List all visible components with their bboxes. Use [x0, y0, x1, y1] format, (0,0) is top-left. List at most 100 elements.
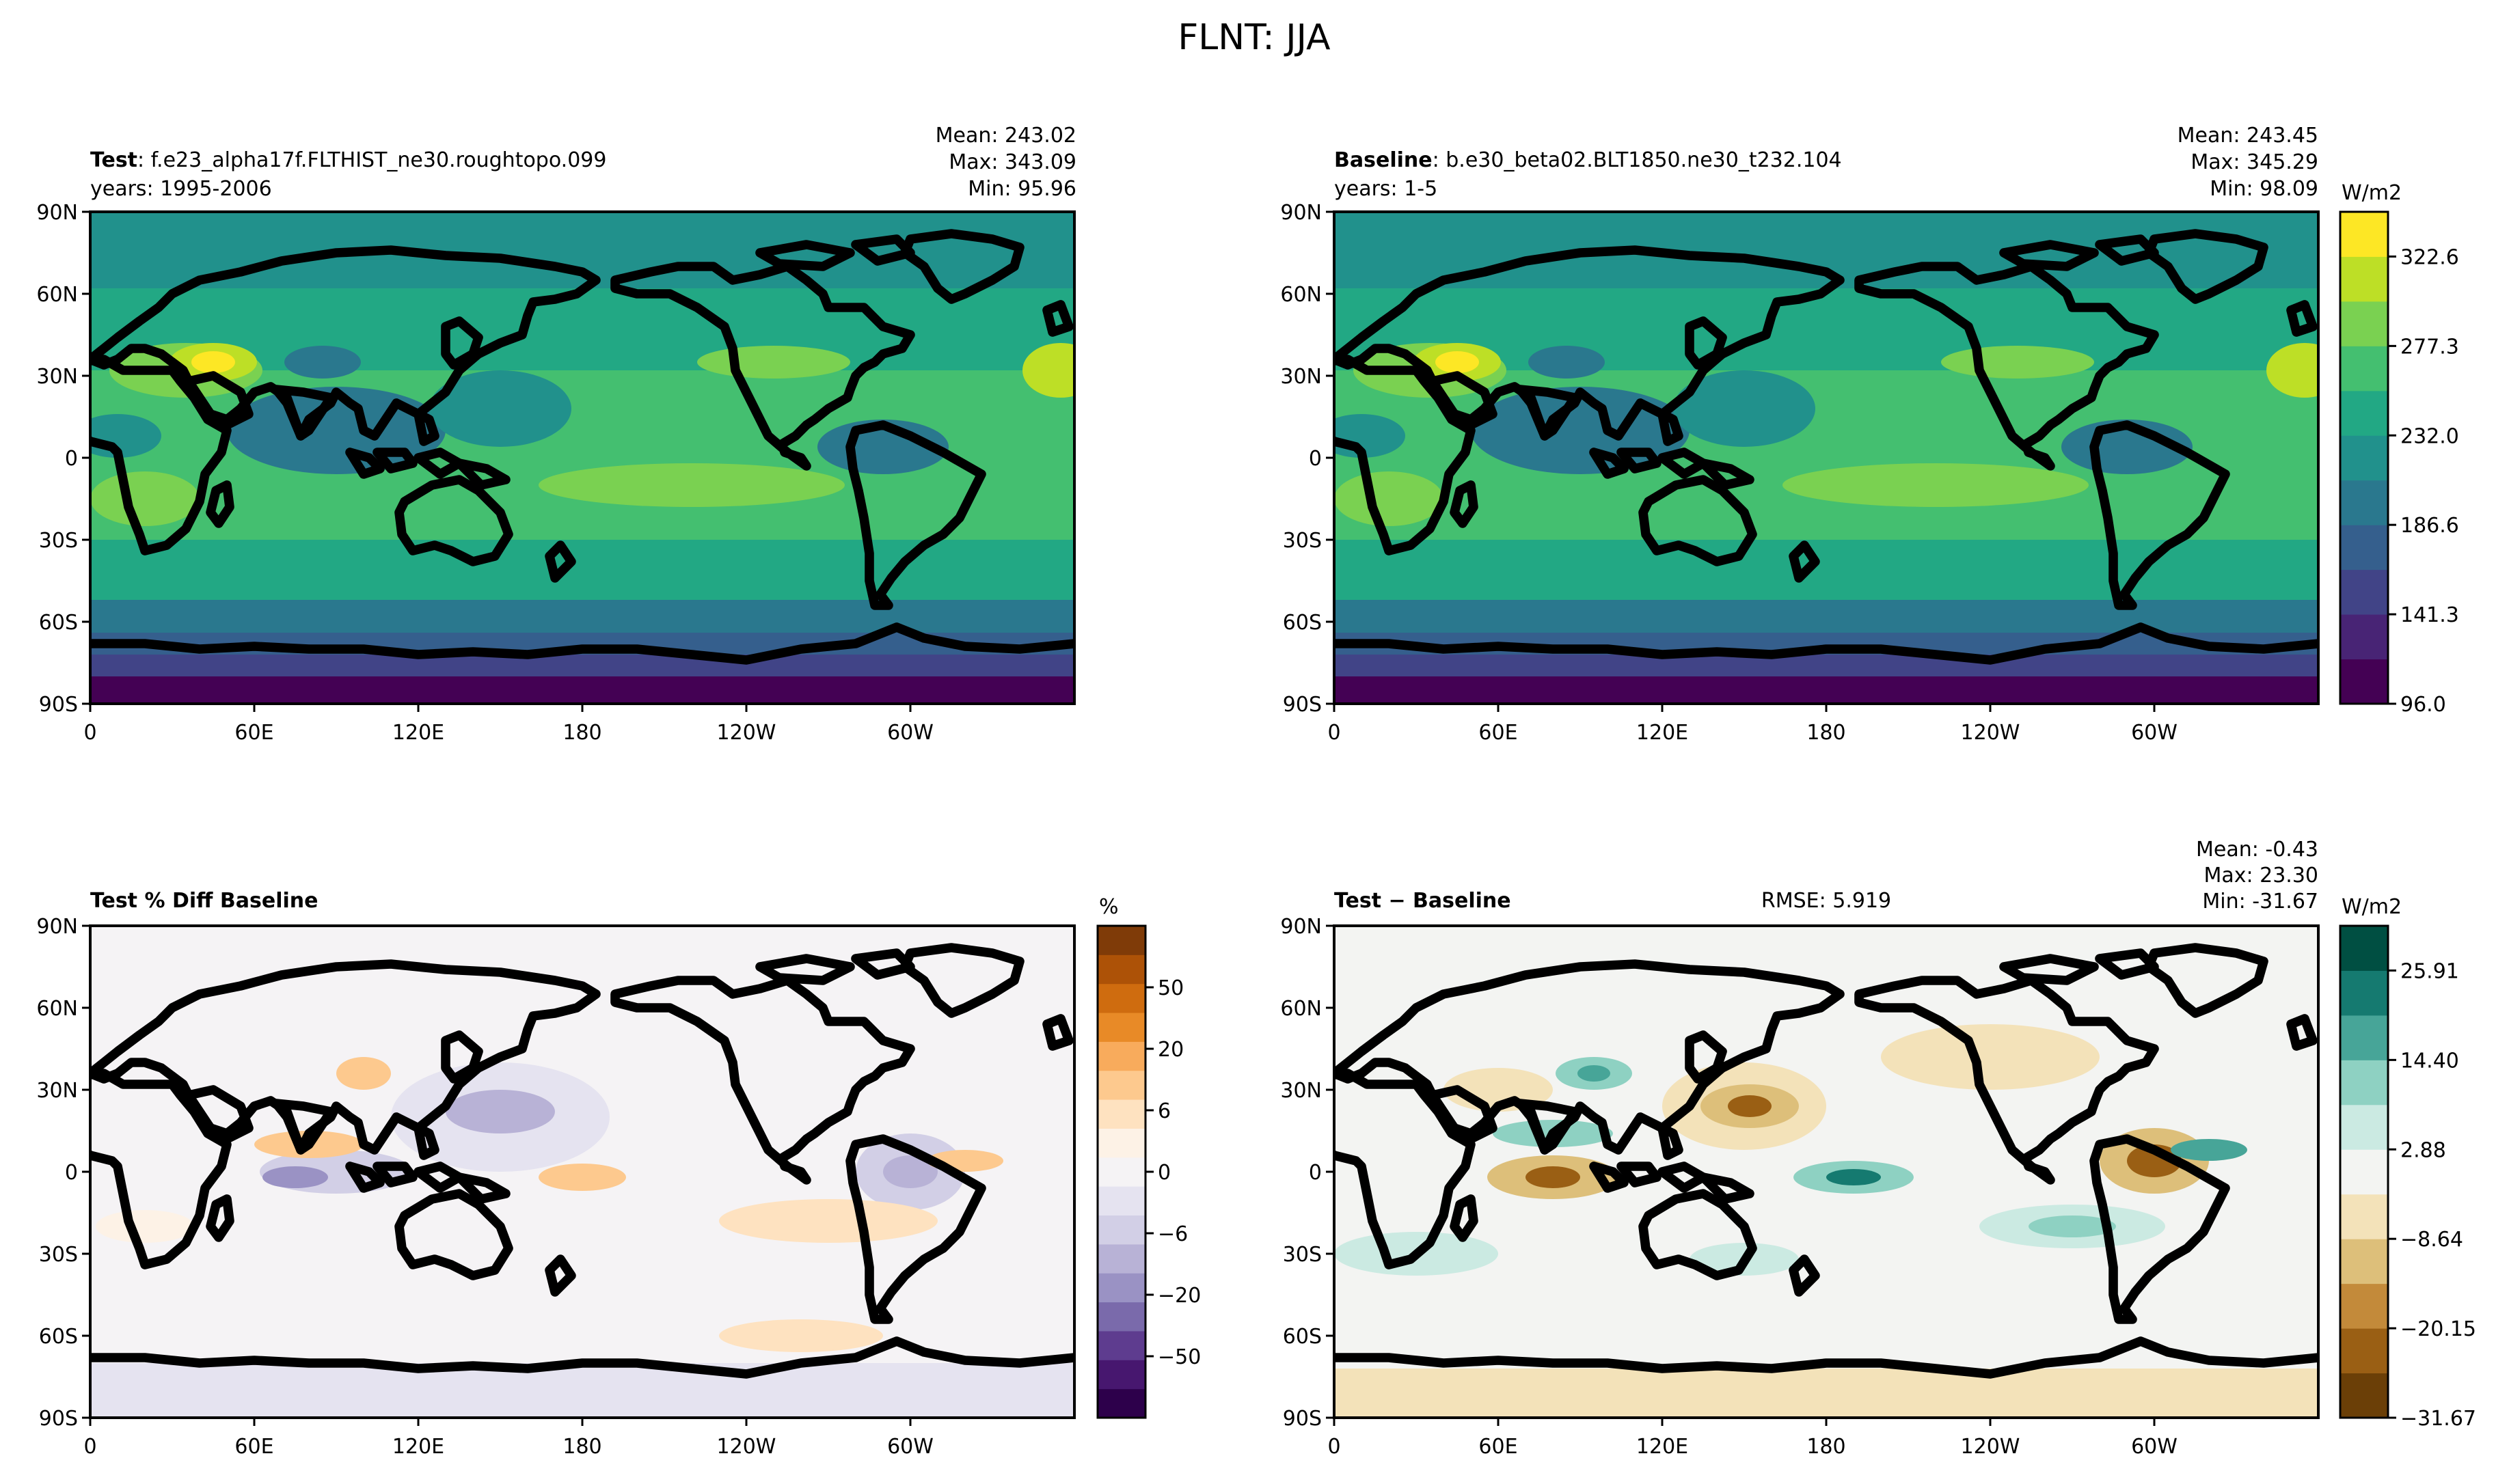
panel-baseline-label: Baseline: b.e30_beta02.BLT1850.ne30_t232… — [1334, 148, 1842, 172]
colorbar-fields-tick-label: 141.3 — [2400, 603, 2459, 627]
panel-test: Test: f.e23_alpha17f.FLTHIST_ne30.rought… — [89, 124, 1076, 705]
colorbar-pctdiff-tick-label: 0 — [1158, 1161, 1171, 1185]
panel-baseline-years: years: 1-5 — [1334, 177, 1437, 201]
colorbar-pctdiff-tick-label: −6 — [1158, 1222, 1188, 1246]
colorbar-diff-frame — [2339, 924, 2389, 1419]
colorbar-diff-tick-label: 14.40 — [2400, 1049, 2459, 1073]
colorbar-diff-tick-label: −31.67 — [2400, 1407, 2476, 1431]
panel-diff: Test − Baseline RMSE: 5.919 Mean: -0.43 … — [1333, 838, 2320, 1419]
colorbar-pctdiff-tick-label: −20 — [1158, 1284, 1201, 1308]
colorbar-pctdiff-swatch — [1098, 1330, 1145, 1360]
panel-diff-stat-max: Max: 23.30 — [2203, 864, 2318, 888]
colorbar-fields-tick-label: 277.3 — [2400, 335, 2459, 359]
colorbar-pctdiff-tick-label: −50 — [1158, 1345, 1201, 1369]
colorbar-pctdiff-tick-label: 20 — [1158, 1038, 1184, 1062]
panel-baseline-stat-max: Max: 345.29 — [2191, 150, 2318, 174]
colorbar-diff-swatch — [2340, 1060, 2388, 1105]
panel-pctdiff-label: Test % Diff Baseline — [90, 889, 318, 913]
panel-pctdiff: Test % Diff Baseline — [89, 889, 1076, 1419]
colorbar-pctdiff-swatch — [1098, 1388, 1145, 1418]
lat-tick-label: 30N — [36, 365, 78, 389]
colorbar-pctdiff-tick-label: 6 — [1158, 1099, 1171, 1123]
lat-tick-label: 30S — [39, 529, 78, 553]
panel-diff-rmse: RMSE: 5.919 — [1761, 889, 1891, 913]
lat-tick-label: 30S — [39, 1243, 78, 1267]
colorbar-fields-swatch — [2340, 659, 2388, 704]
colorbar-fields-frame — [2339, 210, 2389, 705]
lon-tick-label: 120E — [1636, 721, 1688, 745]
lat-tick-label: 90S — [1283, 1407, 1322, 1431]
colorbar-diff-swatch — [2340, 1015, 2388, 1060]
colorbar-diff: W/m2 −31.67 −20.15 −8.64 2.88 14.40 25.91 — [2339, 895, 2476, 1431]
colorbar-pctdiff-swatch — [1098, 1070, 1145, 1100]
colorbar-diff-swatch — [2340, 1239, 2388, 1284]
colorbar-pctdiff-swatch — [1098, 1302, 1145, 1332]
lon-tick-label: 120E — [392, 1435, 444, 1459]
lon-tick-label: 120W — [717, 1435, 776, 1459]
colorbar-pctdiff-swatch — [1098, 1243, 1145, 1274]
lat-tick-label: 90S — [39, 1407, 78, 1431]
panel-baseline-label-rest: : b.e30_beta02.BLT1850.ne30_t232.104 — [1433, 148, 1842, 172]
panel-baseline-stat-min: Min: 98.09 — [2210, 177, 2318, 201]
colorbar-pctdiff-swatch — [1098, 1157, 1145, 1187]
panel-diff-stat-min: Min: -31.67 — [2202, 890, 2318, 913]
colorbar-fields-swatch — [2340, 569, 2388, 615]
colorbar-fields-swatch — [2340, 525, 2388, 571]
colorbar-fields: W/m2 96.0 141.3 186.6 232.0 277.3 322.6 — [2339, 181, 2459, 717]
lon-tick-label: 0 — [1327, 721, 1340, 745]
panel-baseline-label-bold: Baseline — [1334, 148, 1433, 172]
colorbar-pctdiff-swatch — [1098, 1128, 1145, 1158]
panel-baseline-stat-mean: Mean: 243.45 — [2178, 124, 2318, 148]
panel-test-map — [90, 212, 1074, 704]
colorbar-diff-tick-label: −20.15 — [2400, 1317, 2476, 1341]
panel-pctdiff-map — [90, 926, 1074, 1418]
colorbar-diff-swatch — [2340, 1328, 2388, 1374]
panel-baseline-map — [1334, 212, 2318, 704]
lat-tick-label: 0 — [1309, 1161, 1322, 1185]
lon-tick-label: 60E — [1478, 1435, 1517, 1459]
lat-tick-label: 90S — [39, 693, 78, 717]
lat-tick-label: 60N — [1280, 997, 1322, 1021]
colorbar-pctdiff-unit: % — [1099, 895, 1119, 919]
lat-tick-label: 30N — [36, 1079, 78, 1103]
lat-tick-label: 0 — [1309, 447, 1322, 471]
lon-tick-label: 0 — [83, 1435, 96, 1459]
colorbar-pctdiff-swatch — [1098, 1013, 1145, 1042]
colorbar-diff-swatch — [2340, 1283, 2388, 1329]
colorbar-pctdiff-swatch — [1098, 1273, 1145, 1303]
lon-tick-label: 180 — [562, 721, 601, 745]
colorbar-diff-swatch — [2340, 1194, 2388, 1239]
panel-diff-label: Test − Baseline — [1334, 889, 1511, 913]
panel-test-label-rest: : f.e23_alpha17f.FLTHIST_ne30.roughtopo.… — [137, 148, 606, 172]
lat-tick-label: 60S — [39, 1325, 78, 1349]
colorbar-fields-swatch — [2340, 301, 2388, 346]
lon-tick-label: 60E — [234, 1435, 273, 1459]
lat-tick-label: 60S — [39, 611, 78, 635]
colorbar-diff-swatch — [2340, 926, 2388, 971]
lon-tick-label: 120E — [392, 721, 444, 745]
lat-tick-label: 90N — [1280, 915, 1322, 939]
lon-tick-label: 120W — [1961, 1435, 2020, 1459]
colorbar-fields-swatch — [2340, 390, 2388, 436]
colorbar-pctdiff-swatch — [1098, 926, 1145, 955]
colorbar-pctdiff-swatch — [1098, 1186, 1145, 1216]
colorbar-pctdiff-swatch — [1098, 1041, 1145, 1071]
colorbar-fields-unit: W/m2 — [2342, 181, 2402, 205]
lat-tick-label: 0 — [65, 447, 78, 471]
colorbar-pctdiff-swatch — [1098, 1360, 1145, 1390]
panel-baseline: Baseline: b.e30_beta02.BLT1850.ne30_t232… — [1333, 124, 2320, 705]
colorbar-diff-swatch — [2340, 1104, 2388, 1150]
colorbar-fields-tick-label: 186.6 — [2400, 514, 2459, 538]
colorbar-fields-swatch — [2340, 480, 2388, 525]
colorbar-fields-swatch — [2340, 435, 2388, 481]
colorbar-pctdiff-swatch — [1098, 954, 1145, 985]
lon-tick-label: 0 — [1327, 1435, 1340, 1459]
figure-title: FLNT: JJA — [1178, 17, 1331, 58]
lat-tick-label: 0 — [65, 1161, 78, 1185]
colorbar-fields-swatch — [2340, 614, 2388, 660]
lat-tick-label: 30S — [1283, 1243, 1322, 1267]
lon-tick-label: 120W — [1961, 721, 2020, 745]
panel-diff-stat-mean: Mean: -0.43 — [2196, 838, 2318, 862]
colorbar-pctdiff-tick-label: 50 — [1158, 976, 1184, 1000]
